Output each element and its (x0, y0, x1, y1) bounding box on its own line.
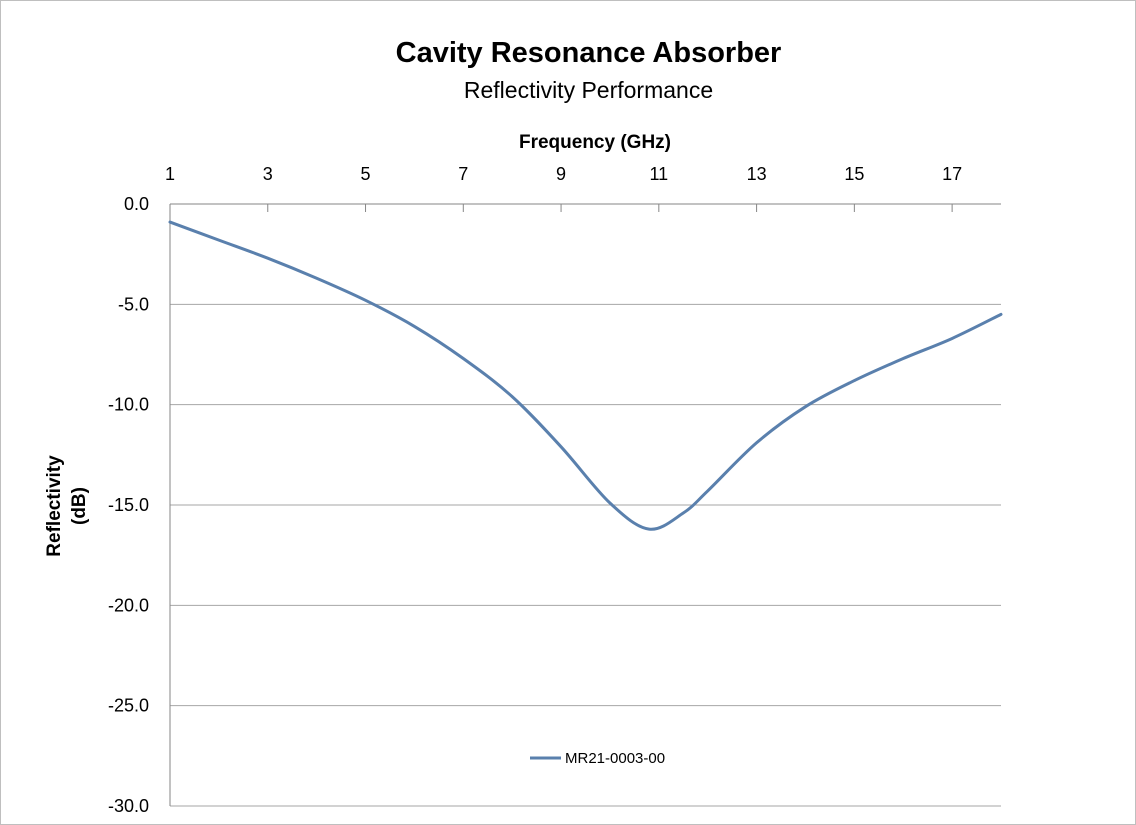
y-tick-label: -10.0 (108, 395, 149, 415)
y-tick-label: 0.0 (124, 194, 149, 214)
x-axis-title: Frequency (GHz) (519, 132, 671, 153)
x-tick-label: 3 (263, 164, 273, 184)
x-tick-label: 5 (361, 164, 371, 184)
legend: MR21-0003-00 (530, 750, 665, 767)
chart-subtitle: Reflectivity Performance (463, 77, 714, 103)
x-tick-label: 11 (649, 164, 668, 184)
axes (169, 203, 1001, 806)
x-tick-label: 17 (942, 164, 962, 184)
chart-title: Cavity Resonance Absorber (395, 37, 782, 69)
y-tick-label: -20.0 (108, 595, 149, 615)
x-tick-label: 7 (458, 164, 468, 184)
y-tick-label: -5.0 (118, 294, 149, 314)
x-tick-label: 9 (556, 164, 566, 184)
y-tick-labels: 0.0 -5.0 -10.0 -15.0 -20.0 -25.0 -30.0 (108, 194, 149, 816)
x-tick-label: 15 (844, 164, 864, 184)
y-axis-title-line: (dB) (69, 487, 90, 525)
x-tick-labels: 1 3 5 7 9 11 13 15 17 (165, 164, 962, 184)
series-line (168, 220, 1003, 531)
legend-label: MR21-0003-00 (565, 750, 665, 767)
y-axis-title-line: Reflectivity (44, 455, 65, 557)
y-axis-title: Reflectivity (dB) (44, 455, 90, 557)
x-tick-label: 13 (747, 164, 767, 184)
y-tick-label: -15.0 (108, 495, 149, 515)
series-lines (168, 220, 1003, 531)
x-tick-label: 1 (165, 164, 175, 184)
y-tick-label: -30.0 (108, 796, 149, 816)
gridlines (170, 303, 1001, 807)
y-tick-label: -25.0 (108, 696, 149, 716)
